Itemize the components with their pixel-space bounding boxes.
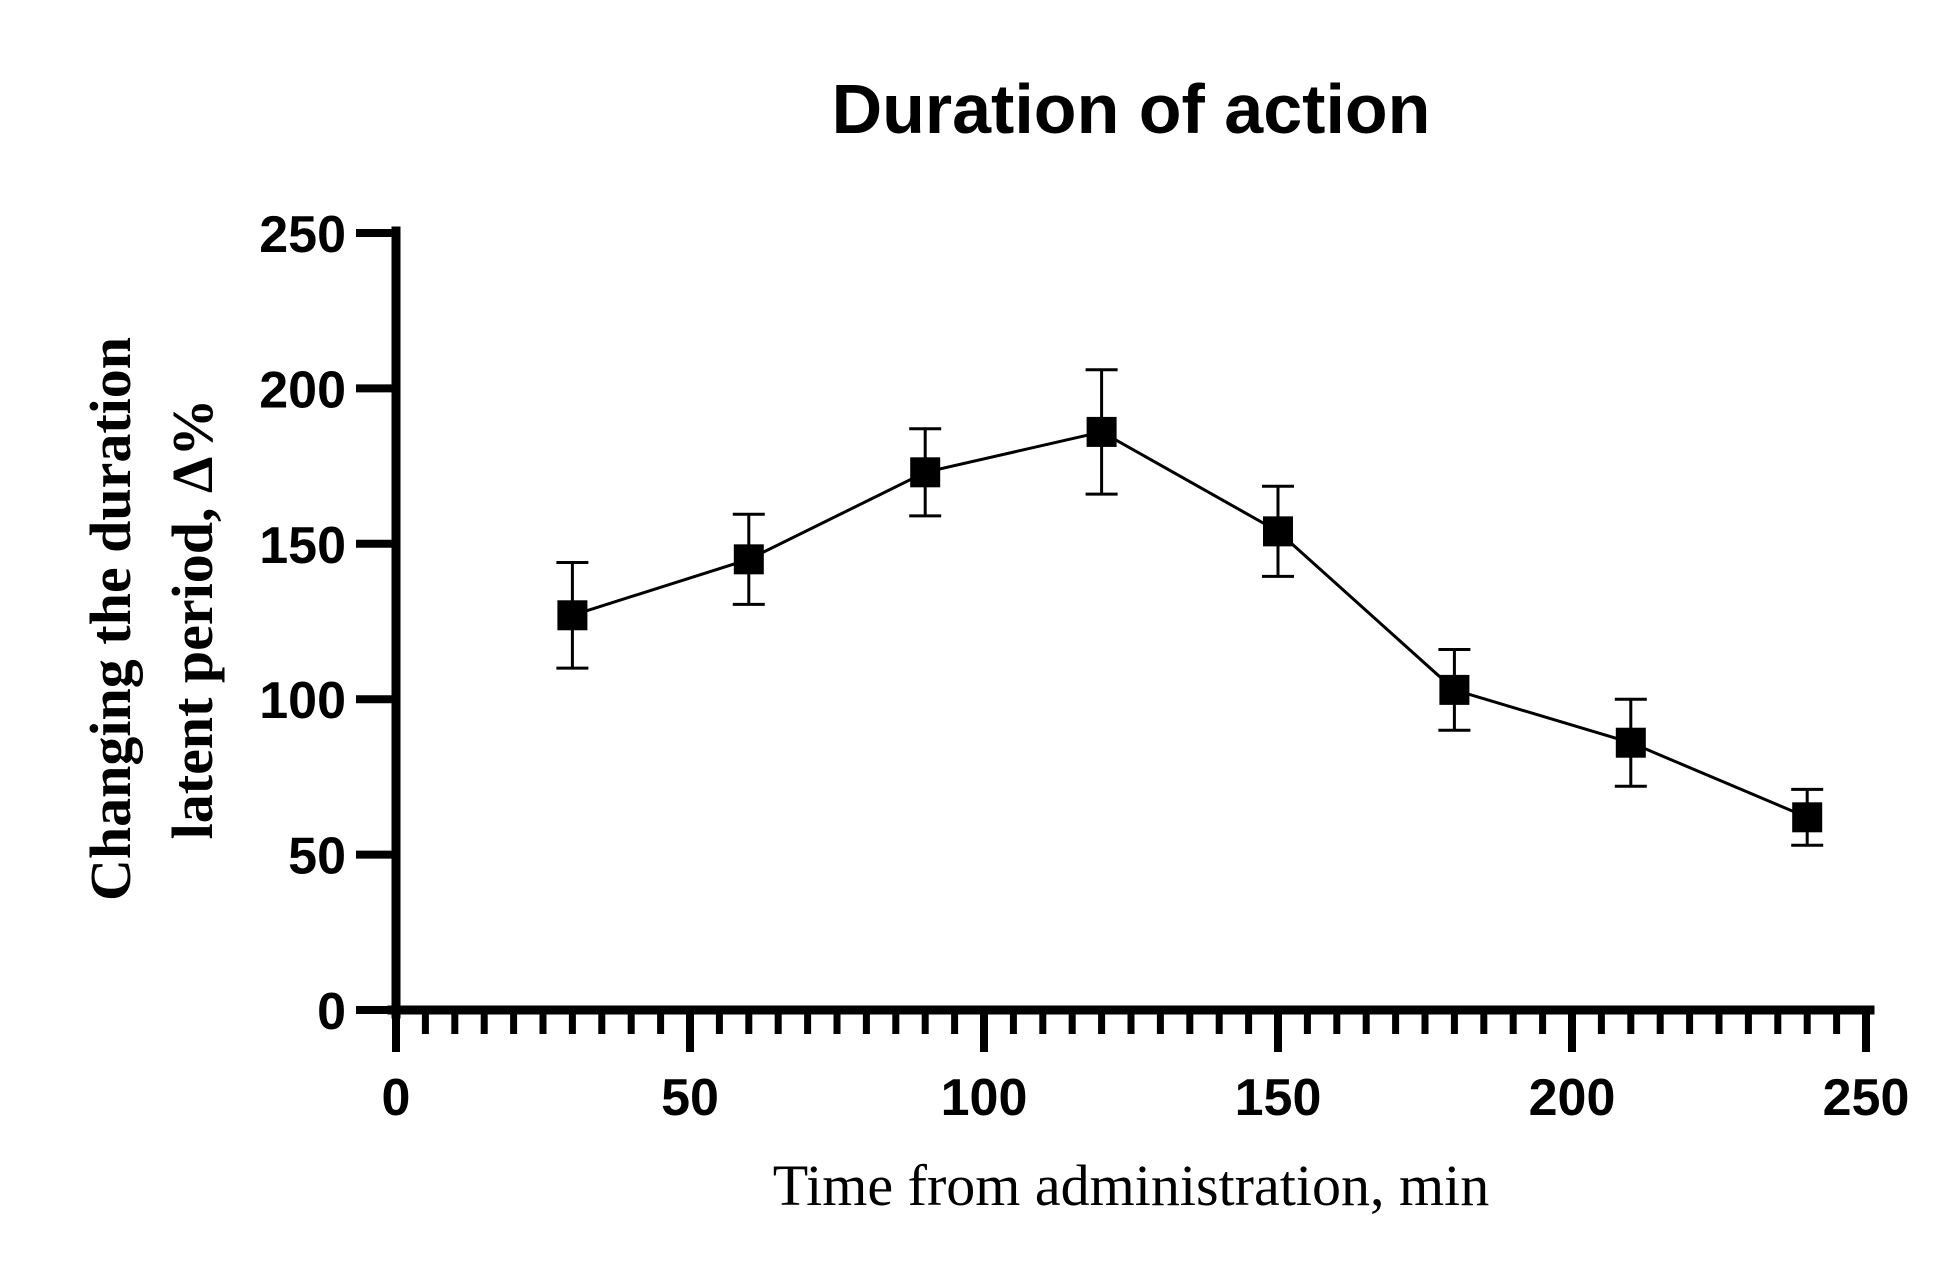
x-tick-label: 200 (1529, 1069, 1616, 1127)
y-tick-label: 200 (259, 361, 346, 419)
y-tick-label: 100 (259, 672, 346, 730)
x-tick-label: 50 (661, 1069, 719, 1127)
data-series (556, 368, 1824, 847)
x-axis-ticks: 0 50 100 150 200 250 (382, 1010, 1910, 1127)
data-point (1086, 416, 1117, 447)
y-tick-label: 250 (259, 206, 346, 264)
x-axis-label: Time from administration, min (773, 1153, 1489, 1218)
x-tick-label: 150 (1235, 1069, 1322, 1127)
y-tick-label: 150 (259, 517, 346, 575)
x-tick-label: 250 (1823, 1069, 1910, 1127)
y-tick-label: 50 (288, 828, 346, 886)
data-point (557, 600, 588, 631)
data-point (733, 544, 764, 575)
chart-title: Duration of action (832, 70, 1431, 148)
data-point (910, 457, 941, 488)
series-line (571, 430, 1808, 819)
x-tick-label: 0 (382, 1069, 411, 1127)
y-axis-label: Changing the duration latent period, Δ% (78, 337, 225, 901)
data-point (1792, 802, 1823, 833)
y-tick-label: 0 (317, 983, 346, 1041)
axes (387, 226, 1875, 1019)
data-point (1263, 516, 1293, 547)
y-axis-label-line-2: latent period, Δ% (160, 399, 225, 840)
data-point (1439, 674, 1470, 705)
x-tick-label: 100 (941, 1069, 1028, 1127)
data-point (1615, 727, 1646, 758)
y-axis-ticks: 0 50 100 150 200 250 (259, 206, 396, 1041)
y-axis-label-line-1: Changing the duration (78, 337, 143, 901)
